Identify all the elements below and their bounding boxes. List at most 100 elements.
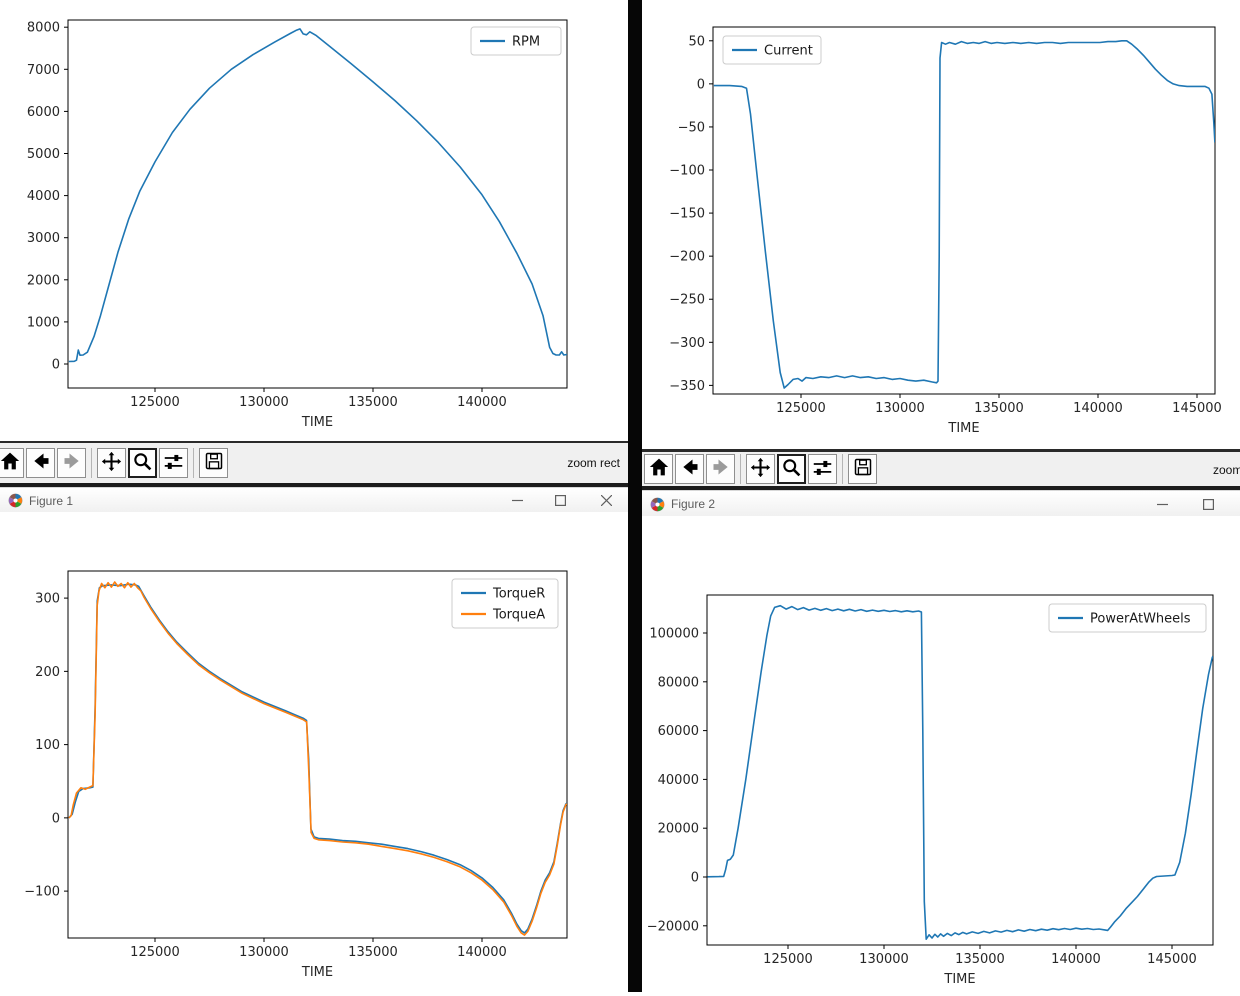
back-button[interactable] — [675, 454, 704, 484]
matplotlib-toolbar-right: zoom rect — [642, 452, 1240, 486]
series-poweratwheels — [707, 604, 1213, 941]
toolbar-message: zoom rect — [567, 456, 620, 470]
figure1-canvas-torque[interactable]: 125000 130000 135000 140000 300 200 100 0 −100 TI… — [0, 512, 628, 992]
x-tick-label: 145000 — [1147, 952, 1197, 967]
y-tick-label: 60000 — [658, 724, 699, 739]
toolbar-buttons-right — [644, 452, 879, 486]
zoom-button[interactable] — [128, 448, 157, 478]
y-tick-label: 100 — [35, 738, 60, 753]
axes-frame — [67, 570, 568, 939]
zoom-button[interactable] — [777, 454, 806, 484]
save-button[interactable] — [848, 454, 877, 484]
close-button[interactable] — [589, 488, 623, 513]
x-axis-label: TIME — [301, 415, 333, 430]
figure-canvas-current[interactable]: 125000 130000 135000 140000 145000 50 0 −50 −100… — [642, 0, 1240, 449]
y-tick-label: 0 — [691, 870, 699, 885]
pan-icon — [101, 451, 122, 476]
toolbar-separator — [842, 454, 843, 484]
y-tick-label: 0 — [52, 811, 60, 826]
x-tick-label: 125000 — [130, 395, 180, 410]
x-axis-label: TIME — [301, 965, 333, 980]
forward-icon — [62, 451, 82, 475]
y-tick-label: 7000 — [27, 63, 60, 78]
forward-button[interactable] — [57, 448, 86, 478]
y-tick-label: −50 — [678, 120, 705, 135]
y-tick-label: 4000 — [27, 189, 60, 204]
y-tick-label: 0 — [52, 358, 60, 373]
window-bottom-border — [0, 483, 628, 487]
x-tick-label: 135000 — [974, 401, 1024, 416]
x-tick-label: 130000 — [875, 401, 925, 416]
y-tick-label: 5000 — [27, 147, 60, 162]
home-button[interactable] — [0, 448, 24, 478]
y-tick-label: −100 — [24, 885, 60, 900]
axes-frame — [712, 26, 1216, 395]
y-tick-label: 300 — [35, 592, 60, 607]
y-tick-label: 8000 — [27, 21, 60, 36]
y-tick-label: 6000 — [27, 105, 60, 120]
y-tick-label: −300 — [669, 336, 705, 351]
x-tick-label: 140000 — [457, 945, 507, 960]
x-tick-label: 145000 — [1172, 401, 1222, 416]
x-axis-label: TIME — [947, 421, 979, 436]
x-tick-label: 140000 — [1051, 952, 1101, 967]
x-tick-label: 125000 — [776, 401, 826, 416]
maximize-button[interactable] — [543, 488, 577, 513]
save-button[interactable] — [199, 448, 228, 478]
maximize-button[interactable] — [1191, 491, 1225, 517]
back-icon — [31, 451, 51, 475]
pan-button[interactable] — [746, 454, 775, 484]
figure-canvas-rpm[interactable]: 125000 130000 135000 140000 0 1000 2000 3000 400… — [0, 0, 628, 441]
y-tick-label: −20000 — [647, 919, 699, 934]
x-tick-label: 125000 — [130, 945, 180, 960]
subplots-button[interactable] — [808, 454, 837, 484]
y-tick-label: 20000 — [658, 822, 699, 837]
legend-label: Current — [764, 44, 813, 59]
legend-label: RPM — [512, 35, 540, 50]
window-title: Figure 2 — [671, 497, 716, 511]
home-button[interactable] — [644, 454, 673, 484]
window-bottom-border — [642, 486, 1240, 490]
subplots-button[interactable] — [159, 448, 188, 478]
legend: TorqueR TorqueA — [451, 578, 559, 629]
figure2-canvas-power[interactable]: 125000 130000 135000 140000 145000 100000 8000… — [642, 516, 1240, 992]
y-tick-label: 0 — [697, 77, 705, 92]
y-tick-label: 2000 — [27, 273, 60, 288]
x-tick-label: 130000 — [239, 945, 289, 960]
y-tick-label: 40000 — [658, 773, 699, 788]
window-gap-divider — [628, 0, 642, 992]
figure1-titlebar[interactable]: Figure 1 — [0, 487, 628, 513]
window-edge — [0, 441, 628, 443]
y-tick-label: 1000 — [27, 315, 60, 330]
legend: Current — [722, 35, 822, 65]
toolbar-buttons-left — [0, 443, 618, 483]
x-tick-label: 135000 — [348, 395, 398, 410]
window-edge — [642, 449, 1240, 452]
figure2-titlebar[interactable]: Figure 2 — [642, 490, 1240, 517]
zoom-icon — [781, 457, 802, 482]
pan-icon — [750, 457, 771, 482]
y-tick-label: 50 — [688, 34, 705, 49]
minimize-button[interactable] — [500, 488, 534, 513]
series-current — [713, 39, 1215, 389]
series-torquer — [68, 583, 567, 934]
y-tick-label: −200 — [669, 250, 705, 265]
home-icon — [0, 451, 20, 475]
x-tick-label: 135000 — [348, 945, 398, 960]
legend: PowerAtWheels — [1048, 603, 1207, 633]
x-tick-label: 125000 — [763, 952, 813, 967]
subplots-icon — [812, 457, 833, 482]
x-tick-label: 135000 — [955, 952, 1005, 967]
toolbar-separator — [193, 448, 194, 478]
legend-label: TorqueA — [492, 608, 545, 623]
minimize-button[interactable] — [1145, 491, 1179, 517]
pan-button[interactable] — [97, 448, 126, 478]
back-button[interactable] — [26, 448, 55, 478]
zoom-icon — [132, 451, 153, 476]
series-torquea — [68, 581, 567, 936]
forward-button[interactable] — [706, 454, 735, 484]
legend-label: PowerAtWheels — [1090, 612, 1191, 627]
matplotlib-logo-icon — [650, 497, 665, 512]
power-chart: 125000 130000 135000 140000 145000 100000 8000… — [647, 594, 1214, 987]
